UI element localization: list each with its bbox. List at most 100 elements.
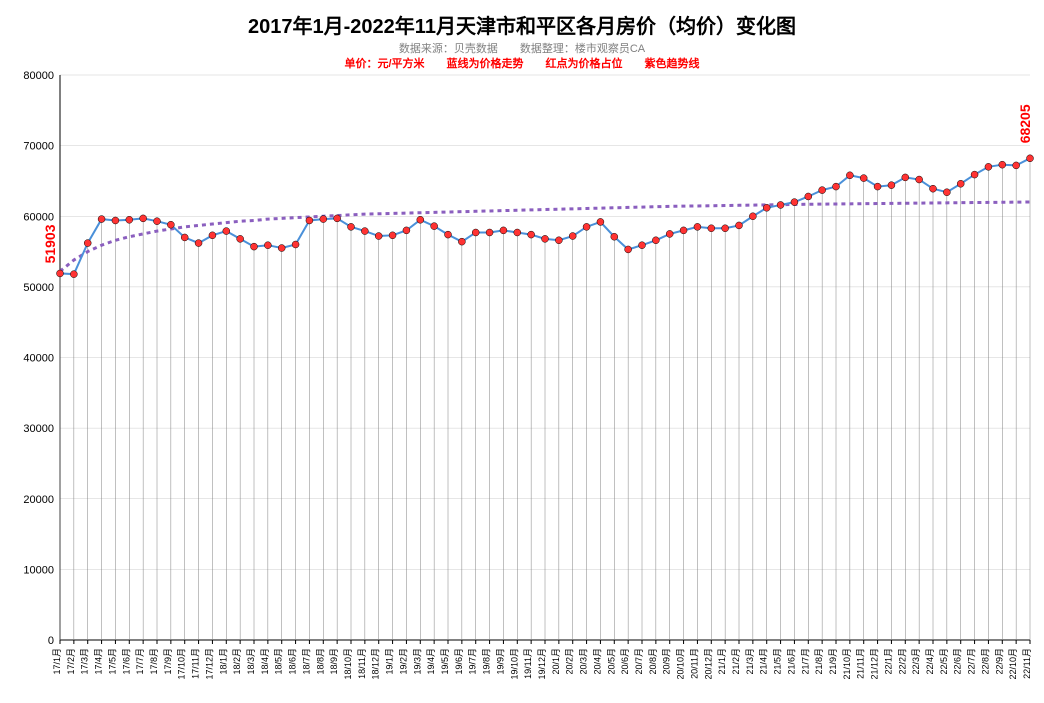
x-tick-label: 18/12月 <box>371 648 381 680</box>
data-point <box>486 229 493 236</box>
x-tick-label: 21/4月 <box>759 648 769 675</box>
data-point <box>98 216 105 223</box>
x-tick-label: 21/7月 <box>800 648 810 675</box>
data-point <box>791 199 798 206</box>
x-tick-label: 19/4月 <box>426 648 436 675</box>
x-tick-label: 20/6月 <box>620 648 630 675</box>
x-tick-label: 17/11月 <box>191 648 201 679</box>
data-point <box>1027 155 1034 162</box>
data-point <box>237 235 244 242</box>
data-point <box>514 229 521 236</box>
x-tick-label: 19/5月 <box>440 648 450 675</box>
data-point <box>431 223 438 230</box>
data-point <box>223 228 230 235</box>
data-point <box>334 215 341 222</box>
data-point <box>666 230 673 237</box>
x-tick-label: 22/3月 <box>911 648 921 675</box>
data-point <box>943 189 950 196</box>
x-tick-label: 22/6月 <box>953 648 963 675</box>
x-tick-label: 22/11月 <box>1022 648 1032 679</box>
x-tick-label: 18/2月 <box>232 648 242 675</box>
x-tick-label: 17/10月 <box>177 648 187 680</box>
x-tick-label: 18/11月 <box>357 648 367 679</box>
x-tick-label: 18/3月 <box>246 648 256 675</box>
data-point <box>154 218 161 225</box>
data-point <box>597 218 604 225</box>
x-tick-label: 18/10月 <box>343 648 353 680</box>
data-point <box>181 234 188 241</box>
x-tick-label: 19/6月 <box>454 648 464 675</box>
data-point <box>528 231 535 238</box>
data-point <box>555 237 562 244</box>
data-point <box>84 240 91 247</box>
x-tick-label: 20/2月 <box>565 648 575 675</box>
data-point <box>819 187 826 194</box>
x-tick-label: 19/7月 <box>468 648 478 675</box>
x-tick-label: 21/9月 <box>828 648 838 675</box>
y-tick-label: 0 <box>48 635 54 647</box>
data-point <box>874 183 881 190</box>
data-point <box>292 241 299 248</box>
data-point <box>722 225 729 232</box>
data-point <box>167 221 174 228</box>
x-tick-label: 21/12月 <box>870 648 880 680</box>
data-point <box>805 193 812 200</box>
x-tick-label: 18/4月 <box>260 648 270 675</box>
data-point <box>458 238 465 245</box>
x-tick-label: 19/1月 <box>385 648 395 675</box>
x-tick-label: 17/12月 <box>204 648 214 680</box>
x-tick-label: 17/7月 <box>135 648 145 675</box>
data-point <box>749 213 756 220</box>
x-tick-label: 17/4月 <box>94 648 104 675</box>
x-tick-label: 17/6月 <box>121 648 131 675</box>
x-tick-label: 22/2月 <box>897 648 907 675</box>
data-point <box>195 240 202 247</box>
x-tick-label: 18/8月 <box>315 648 325 675</box>
x-tick-label: 20/5月 <box>606 648 616 675</box>
data-point <box>348 223 355 230</box>
data-point <box>860 175 867 182</box>
data-point <box>126 216 133 223</box>
y-tick-label: 30000 <box>23 423 54 435</box>
x-tick-label: 22/7月 <box>967 648 977 675</box>
y-tick-label: 20000 <box>23 494 54 506</box>
data-point <box>389 232 396 239</box>
data-point <box>930 185 937 192</box>
data-point <box>70 271 77 278</box>
x-tick-label: 21/3月 <box>745 648 755 675</box>
x-tick-label: 17/5月 <box>107 648 117 675</box>
chart-svg: 0100002000030000400005000060000700008000… <box>0 0 1044 703</box>
data-point <box>680 227 687 234</box>
x-tick-label: 17/9月 <box>163 648 173 675</box>
data-point <box>445 231 452 238</box>
x-tick-label: 19/2月 <box>398 648 408 675</box>
x-tick-label: 19/8月 <box>482 648 492 675</box>
x-tick-label: 18/7月 <box>301 648 311 675</box>
x-tick-label: 20/4月 <box>592 648 602 675</box>
data-point <box>833 183 840 190</box>
data-point <box>500 227 507 234</box>
y-tick-label: 50000 <box>23 282 54 294</box>
x-tick-label: 20/10月 <box>676 648 686 680</box>
data-point <box>916 176 923 183</box>
x-tick-label: 20/8月 <box>648 648 658 675</box>
x-tick-label: 21/5月 <box>773 648 783 675</box>
data-point <box>361 228 368 235</box>
data-point <box>112 217 119 224</box>
x-tick-label: 18/9月 <box>329 648 339 675</box>
data-point <box>736 222 743 229</box>
data-point <box>403 227 410 234</box>
x-tick-label: 19/3月 <box>412 648 422 675</box>
x-tick-label: 21/8月 <box>814 648 824 675</box>
x-tick-label: 22/8月 <box>980 648 990 675</box>
x-tick-label: 21/6月 <box>786 648 796 675</box>
data-point <box>639 242 646 249</box>
data-point <box>625 246 632 253</box>
data-point <box>708 225 715 232</box>
data-point <box>611 233 618 240</box>
data-point <box>777 201 784 208</box>
data-point <box>251 243 258 250</box>
x-tick-label: 20/1月 <box>551 648 561 675</box>
x-tick-label: 22/10月 <box>1008 648 1018 680</box>
y-tick-label: 10000 <box>23 564 54 576</box>
